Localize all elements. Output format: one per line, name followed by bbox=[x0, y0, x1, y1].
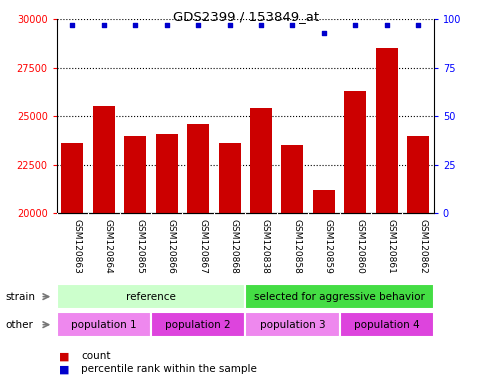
Text: ■: ■ bbox=[59, 364, 70, 374]
Text: GSM120864: GSM120864 bbox=[104, 218, 113, 273]
Point bbox=[383, 22, 390, 28]
Text: GDS2399 / 153849_at: GDS2399 / 153849_at bbox=[174, 10, 319, 23]
Point bbox=[226, 22, 234, 28]
Text: GSM120860: GSM120860 bbox=[355, 218, 364, 273]
Bar bbox=[124, 136, 146, 384]
Bar bbox=[313, 190, 335, 384]
Bar bbox=[151, 312, 245, 337]
Bar bbox=[218, 143, 241, 384]
Text: selected for aggressive behavior: selected for aggressive behavior bbox=[254, 291, 425, 302]
Text: GSM120862: GSM120862 bbox=[418, 218, 427, 273]
Text: GSM120865: GSM120865 bbox=[135, 218, 144, 273]
Text: population 3: population 3 bbox=[260, 319, 325, 330]
Bar bbox=[376, 48, 398, 384]
Point bbox=[69, 22, 76, 28]
Text: population 2: population 2 bbox=[165, 319, 231, 330]
Text: population 1: population 1 bbox=[71, 319, 137, 330]
Text: GSM120858: GSM120858 bbox=[292, 218, 301, 273]
Point bbox=[194, 22, 202, 28]
Text: percentile rank within the sample: percentile rank within the sample bbox=[81, 364, 257, 374]
Bar bbox=[340, 312, 434, 337]
Text: GSM120861: GSM120861 bbox=[387, 218, 396, 273]
Bar bbox=[187, 124, 209, 384]
Bar bbox=[245, 284, 434, 309]
Bar bbox=[93, 106, 115, 384]
Text: population 4: population 4 bbox=[354, 319, 420, 330]
Point bbox=[163, 22, 171, 28]
Text: GSM120866: GSM120866 bbox=[167, 218, 176, 273]
Bar bbox=[282, 145, 303, 384]
Text: strain: strain bbox=[5, 291, 35, 302]
Bar bbox=[57, 312, 151, 337]
Text: GSM120867: GSM120867 bbox=[198, 218, 207, 273]
Text: ■: ■ bbox=[59, 351, 70, 361]
Text: GSM120863: GSM120863 bbox=[72, 218, 81, 273]
Text: reference: reference bbox=[126, 291, 176, 302]
Bar bbox=[250, 108, 272, 384]
Text: GSM120868: GSM120868 bbox=[230, 218, 239, 273]
Bar bbox=[62, 143, 83, 384]
Point bbox=[131, 22, 139, 28]
Text: GSM120859: GSM120859 bbox=[324, 218, 333, 273]
Text: GSM120838: GSM120838 bbox=[261, 218, 270, 273]
Point bbox=[288, 22, 296, 28]
Text: count: count bbox=[81, 351, 111, 361]
Point bbox=[414, 22, 422, 28]
Point bbox=[320, 30, 328, 36]
Bar bbox=[407, 136, 429, 384]
Point bbox=[257, 22, 265, 28]
Point bbox=[100, 22, 108, 28]
Text: other: other bbox=[5, 319, 33, 330]
Bar bbox=[156, 134, 177, 384]
Bar bbox=[344, 91, 366, 384]
Bar bbox=[57, 284, 245, 309]
Bar bbox=[245, 312, 340, 337]
Point bbox=[352, 22, 359, 28]
